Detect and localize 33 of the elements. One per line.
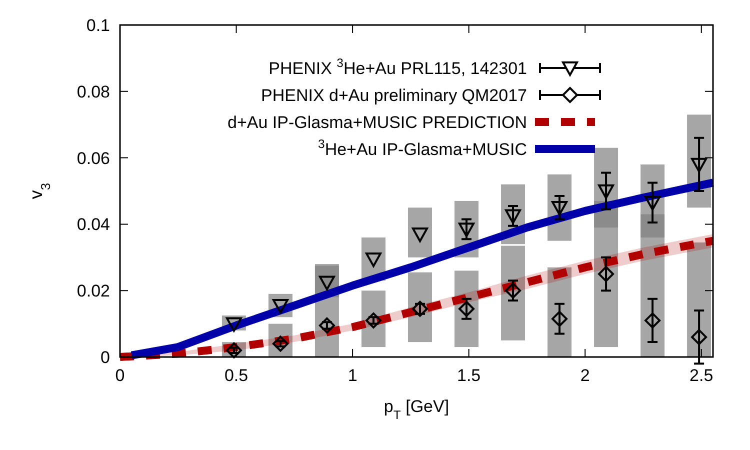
legend-label: $^{3}$He+Au IP-Glasma+MUSIC xyxy=(318,137,527,159)
point xyxy=(691,158,708,172)
x-tick-label: 0.5 xyxy=(224,366,248,385)
y-tick-label: 0.06 xyxy=(76,148,110,168)
point xyxy=(644,196,661,211)
y-tick-label: 0.1 xyxy=(86,16,110,35)
x-axis-title: p$_{T}$ [GeV] xyxy=(384,397,450,422)
legend-label: PHENIX d+Au preliminary QM2017 xyxy=(261,86,527,105)
point xyxy=(598,266,614,282)
bar xyxy=(408,208,432,258)
point xyxy=(458,300,474,317)
y-tick-label: 0.04 xyxy=(76,215,110,234)
y-tick-label: 0.08 xyxy=(76,82,110,102)
point xyxy=(552,310,568,327)
y-tick-label: 0.02 xyxy=(76,282,110,301)
point xyxy=(505,282,522,299)
x-tick-label: 1 xyxy=(348,366,358,385)
point xyxy=(691,329,708,346)
legend-label: PHENIX $^{3}$He+Au PRL115, 142301 xyxy=(268,56,527,78)
point xyxy=(552,201,568,216)
x-tick-label: 0 xyxy=(115,366,125,385)
x-tick-label: 2.5 xyxy=(690,366,714,385)
point xyxy=(644,312,661,328)
x-tick-label: 1.5 xyxy=(457,366,481,385)
bar xyxy=(501,246,526,340)
bar xyxy=(687,242,712,357)
point xyxy=(226,317,242,332)
point xyxy=(598,184,614,199)
legend-label: d+Au IP-Glasma+MUSIC PREDICTION xyxy=(228,113,527,132)
point xyxy=(226,342,242,358)
point xyxy=(318,317,335,334)
y-tick-label: 0 xyxy=(100,348,110,367)
x-tick-label: 2 xyxy=(580,366,590,385)
